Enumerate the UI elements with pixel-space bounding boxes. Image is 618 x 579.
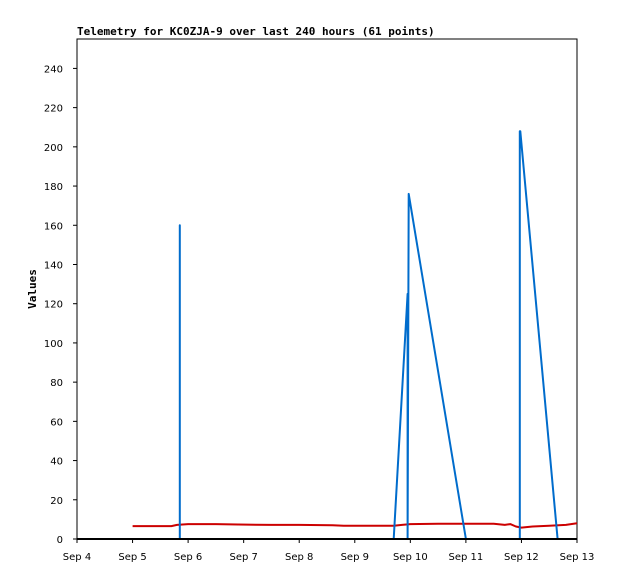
y-tick-label: 100 [44, 339, 63, 350]
series-line-1 [132, 522, 578, 529]
y-tick-label: 0 [57, 535, 63, 546]
y-tick-label: 140 [44, 260, 63, 271]
series-line-2 [178, 130, 559, 540]
x-tick-label: Sep 5 [118, 552, 146, 563]
x-tick-label: Sep 4 [63, 552, 91, 563]
x-tick-label: Sep 9 [341, 552, 369, 563]
x-tick-label: Sep 12 [504, 552, 539, 563]
x-axis-ticks: Sep 4 Sep 5 Sep 6 Sep 7 Sep 8 Sep 9 Sep 10 Sep … [63, 539, 595, 563]
y-axis-ticks: 0 20 40 60 80 100 120 140 160 180 200 220 240 [44, 64, 77, 546]
y-tick-label: 60 [50, 417, 63, 428]
x-tick-label: Sep 11 [449, 552, 484, 563]
y-tick-label: 200 [44, 143, 63, 154]
chart-title: Telemetry for KC0ZJA-9 over last 240 hou… [77, 25, 435, 38]
y-tick-label: 120 [44, 300, 63, 311]
y-axis-label: Values [26, 269, 39, 309]
x-tick-label: Sep 13 [560, 552, 595, 563]
y-tick-label: 80 [50, 378, 63, 389]
y-tick-label: 40 [50, 457, 63, 468]
y-tick-label: 160 [44, 221, 63, 232]
y-tick-label: 20 [50, 496, 63, 507]
y-tick-label: 220 [44, 104, 63, 115]
x-tick-label: Sep 8 [285, 552, 313, 563]
x-tick-label: Sep 10 [393, 552, 428, 563]
x-tick-label: Sep 7 [229, 552, 257, 563]
plot-frame [76, 38, 578, 540]
y-tick-label: 180 [44, 182, 63, 193]
series-lines [77, 130, 578, 540]
x-tick-label: Sep 6 [174, 552, 202, 563]
y-tick-label: 240 [44, 64, 63, 75]
